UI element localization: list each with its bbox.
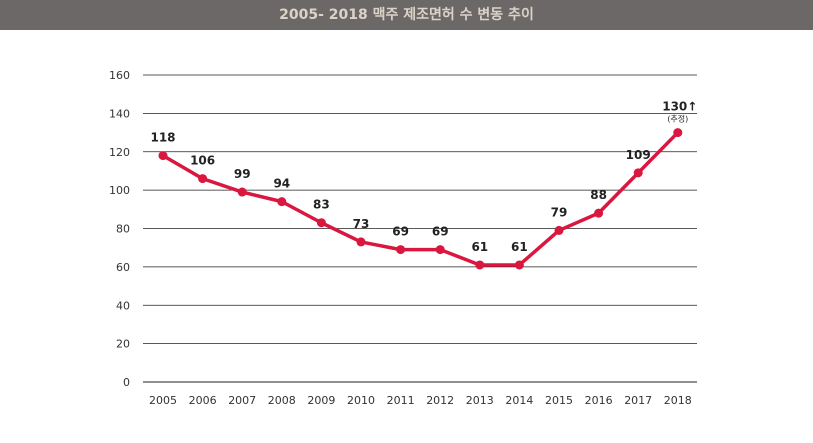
- x-tick-label: 2008: [268, 394, 296, 407]
- y-tick-label: 100: [109, 184, 130, 197]
- x-tick-label: 2011: [387, 394, 415, 407]
- x-tick-label: 2005: [149, 394, 177, 407]
- x-tick-label: 2007: [228, 394, 256, 407]
- x-tick-label: 2015: [545, 394, 573, 407]
- data-label: 73: [353, 217, 370, 231]
- data-label: 130↑: [662, 100, 697, 114]
- data-point: [237, 187, 247, 197]
- y-tick-label: 40: [116, 299, 130, 312]
- x-tick-label: 2010: [347, 394, 375, 407]
- data-point: [633, 168, 643, 178]
- y-tick-label: 160: [109, 69, 130, 82]
- data-label: 69: [392, 225, 409, 239]
- x-tick-label: 2016: [585, 394, 613, 407]
- y-tick-label: 20: [116, 338, 130, 351]
- data-point: [435, 245, 445, 255]
- data-label: 69: [432, 225, 449, 239]
- annotation-estimate: (추정): [667, 114, 688, 124]
- x-tick-label: 2006: [189, 394, 217, 407]
- data-point: [316, 218, 326, 228]
- data-point: [514, 260, 524, 270]
- data-label: 94: [273, 177, 290, 191]
- data-point: [673, 128, 683, 138]
- x-tick-label: 2012: [426, 394, 454, 407]
- data-label: 79: [551, 205, 568, 219]
- data-point: [475, 260, 485, 270]
- data-point: [158, 151, 168, 161]
- x-tick-label: 2009: [307, 394, 335, 407]
- data-point: [554, 225, 564, 235]
- data-point: [396, 245, 406, 255]
- data-label: 118: [150, 131, 175, 145]
- data-label: 83: [313, 198, 330, 212]
- data-label: 99: [234, 167, 251, 181]
- x-tick-label: 2013: [466, 394, 494, 407]
- series-line: [162, 131, 680, 267]
- data-point: [594, 208, 604, 218]
- x-tick-label: 2018: [664, 394, 692, 407]
- y-tick-label: 140: [109, 107, 130, 120]
- data-point: [198, 174, 208, 184]
- y-tick-label: 120: [109, 146, 130, 159]
- data-label: 109: [626, 148, 651, 162]
- data-point: [356, 237, 366, 247]
- data-point: [277, 197, 287, 207]
- y-tick-label: 0: [123, 376, 130, 389]
- x-tick-label: 2017: [624, 394, 652, 407]
- data-label: 88: [590, 188, 607, 202]
- data-label: 106: [190, 154, 215, 168]
- chart-title: 2005- 2018 맥주 제조면허 수 변동 추이: [0, 0, 813, 30]
- y-tick-label: 60: [116, 261, 130, 274]
- y-tick-label: 80: [116, 223, 130, 236]
- data-label: 61: [471, 240, 488, 254]
- x-tick-label: 2014: [505, 394, 533, 407]
- data-label: 61: [511, 240, 528, 254]
